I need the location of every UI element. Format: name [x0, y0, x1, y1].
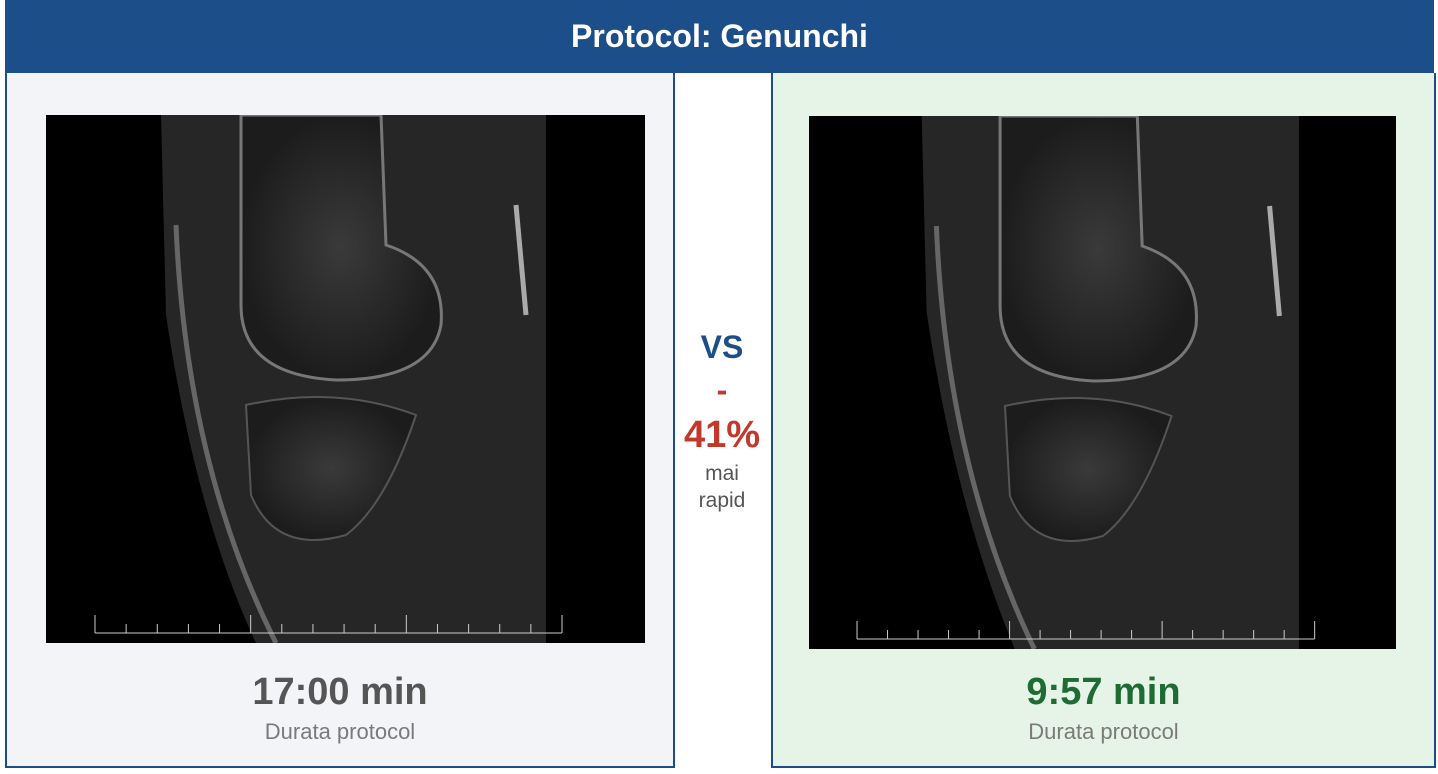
percent: 41%: [683, 414, 761, 456]
dash: -: [716, 372, 728, 408]
mri-shape: [513, 204, 529, 316]
vs-label: VS: [700, 329, 744, 365]
left-panel: 17:00 min Durata protocol: [5, 73, 675, 768]
note: mai rapid: [698, 462, 746, 512]
mri-shape: [173, 224, 279, 643]
mri-shape: [244, 396, 418, 541]
duration: 9:57 min: [1026, 671, 1181, 713]
mri-image: [809, 116, 1396, 649]
duration: 17:00 min: [252, 671, 428, 713]
mri-shape: [1003, 397, 1173, 542]
mri-shape: [1267, 205, 1282, 317]
mri-shape: [998, 116, 1198, 383]
mri-shape: [239, 115, 443, 382]
mri-image: [46, 115, 645, 643]
duration-caption: Durata protocol: [1028, 719, 1179, 744]
right-panel: 9:57 min Durata protocol: [771, 73, 1436, 768]
duration-caption: Durata protocol: [264, 719, 416, 744]
header-title: Protocol: Genunchi: [5, 0, 1434, 73]
mri-shape: [933, 225, 1037, 649]
